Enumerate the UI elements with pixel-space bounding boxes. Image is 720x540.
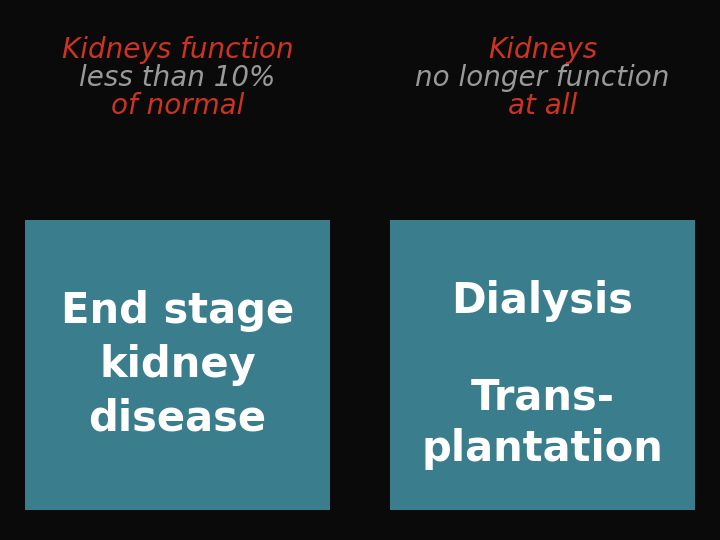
FancyBboxPatch shape bbox=[25, 220, 330, 510]
Text: at all: at all bbox=[508, 92, 577, 120]
FancyBboxPatch shape bbox=[390, 220, 695, 510]
Text: Dialysis: Dialysis bbox=[451, 280, 634, 322]
Text: Kidneys function: Kidneys function bbox=[62, 36, 293, 64]
Text: End stage
kidney
disease: End stage kidney disease bbox=[61, 291, 294, 440]
Text: less than 10%: less than 10% bbox=[79, 64, 276, 92]
Text: Kidneys: Kidneys bbox=[488, 36, 597, 64]
Text: no longer function: no longer function bbox=[415, 64, 670, 92]
Text: of normal: of normal bbox=[111, 92, 244, 120]
Text: Trans-
plantation: Trans- plantation bbox=[422, 376, 663, 470]
